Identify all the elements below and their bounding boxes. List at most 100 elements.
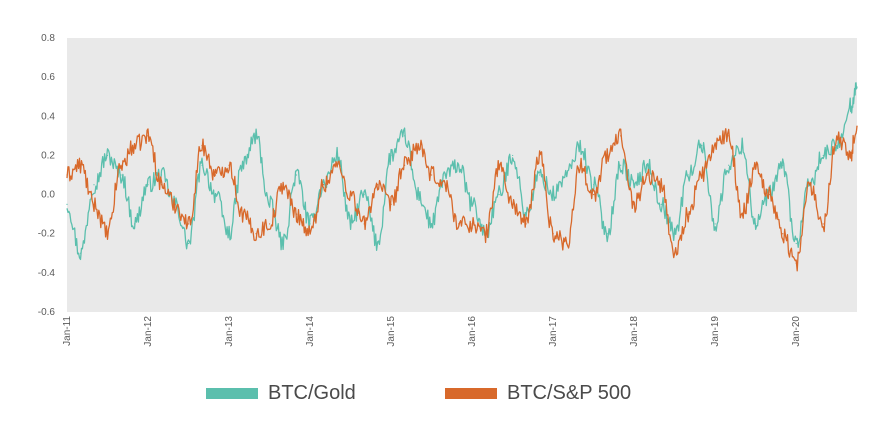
data-point — [512, 154, 514, 157]
data-point — [552, 193, 554, 196]
y-tick-label: 0.8 — [41, 33, 55, 44]
data-point — [579, 145, 581, 147]
data-point — [363, 193, 365, 196]
data-point — [836, 145, 838, 147]
chart-svg: -0.6 -0.4 -0.2 0.0 0.2 0.4 0.6 0.8 Jan-11 Jan-12… — [38, 33, 858, 347]
data-point — [458, 223, 460, 225]
y-tick-label: -0.4 — [38, 268, 56, 279]
data-point — [133, 145, 136, 147]
data-point — [322, 184, 325, 186]
data-point — [856, 86, 858, 88]
data-point — [404, 135, 406, 137]
data-point — [93, 203, 95, 205]
data-point — [336, 154, 338, 157]
data-point — [79, 252, 82, 254]
data-point — [674, 233, 676, 235]
data-point — [187, 242, 190, 245]
data-point — [214, 193, 217, 196]
data-point — [376, 184, 379, 186]
data-point — [295, 174, 298, 176]
data-point — [93, 184, 95, 186]
data-point — [849, 154, 851, 157]
data-point — [376, 242, 379, 245]
data-point — [160, 184, 163, 186]
legend-item-btc-gold: BTC/Gold — [206, 382, 356, 405]
x-tick-label: Jan-11 — [62, 316, 73, 346]
data-point — [782, 233, 784, 235]
data-point — [255, 233, 257, 235]
x-tick-label: Jan-17 — [548, 316, 559, 347]
legend-swatch-btc-sp500 — [445, 388, 497, 399]
data-point — [728, 135, 730, 137]
data-point — [444, 184, 446, 186]
data-point — [228, 164, 230, 166]
data-point — [822, 154, 824, 157]
data-point — [349, 223, 352, 225]
x-tick-label: Jan-14 — [305, 316, 316, 347]
data-point — [404, 164, 406, 166]
data-point — [431, 223, 433, 225]
legend: BTC/Gold BTC/S&P 500 — [0, 382, 885, 412]
data-point — [241, 164, 244, 166]
data-point — [633, 184, 635, 186]
y-tick-label: 0.0 — [41, 190, 55, 201]
data-point — [755, 223, 757, 225]
data-point — [201, 164, 203, 166]
data-point — [606, 154, 608, 157]
data-point — [525, 223, 527, 225]
data-point — [741, 213, 743, 215]
data-point — [512, 203, 514, 205]
data-point — [660, 184, 662, 186]
data-point — [714, 145, 716, 147]
x-tick-label: Jan-15 — [386, 316, 397, 347]
data-point — [755, 164, 757, 166]
data-point — [660, 203, 662, 205]
data-point — [120, 164, 122, 166]
x-tick-label: Jan-18 — [629, 316, 640, 347]
data-point — [687, 213, 689, 215]
data-point — [363, 223, 365, 225]
data-point — [106, 233, 109, 235]
data-point — [741, 145, 743, 147]
data-point — [147, 184, 149, 186]
legend-label-btc-gold: BTC/Gold — [268, 382, 356, 404]
data-point — [566, 174, 568, 176]
data-point — [795, 242, 797, 245]
x-tick-label: Jan-13 — [224, 316, 235, 347]
data-point — [552, 233, 554, 235]
plot-area — [67, 38, 857, 312]
data-point — [282, 184, 284, 186]
legend-swatch-btc-gold — [206, 388, 258, 399]
data-point — [498, 193, 500, 196]
data-point — [471, 203, 473, 205]
data-point — [268, 203, 271, 205]
data-point — [295, 213, 298, 215]
data-point — [647, 174, 649, 176]
data-point — [539, 174, 541, 176]
data-point — [593, 184, 595, 186]
y-tick-label: 0.2 — [41, 150, 55, 161]
data-point — [782, 164, 784, 166]
data-point — [856, 125, 858, 127]
data-point — [214, 174, 217, 176]
data-point — [768, 193, 770, 196]
legend-item-btc-sp500: BTC/S&P 500 — [445, 382, 631, 405]
data-point — [525, 213, 527, 215]
data-point — [66, 174, 68, 176]
data-point — [822, 223, 824, 225]
data-point — [66, 203, 68, 205]
data-point — [687, 174, 689, 176]
data-point — [620, 164, 622, 166]
data-point — [795, 262, 797, 264]
data-point — [647, 164, 649, 166]
data-point — [106, 154, 109, 157]
data-point — [390, 154, 392, 157]
data-point — [728, 164, 730, 166]
data-point — [714, 223, 716, 225]
data-point — [241, 213, 244, 215]
data-point — [849, 105, 851, 108]
data-point — [390, 203, 392, 205]
legend-label-btc-sp500: BTC/S&P 500 — [507, 382, 632, 404]
data-point — [579, 164, 581, 166]
data-point — [701, 174, 703, 176]
